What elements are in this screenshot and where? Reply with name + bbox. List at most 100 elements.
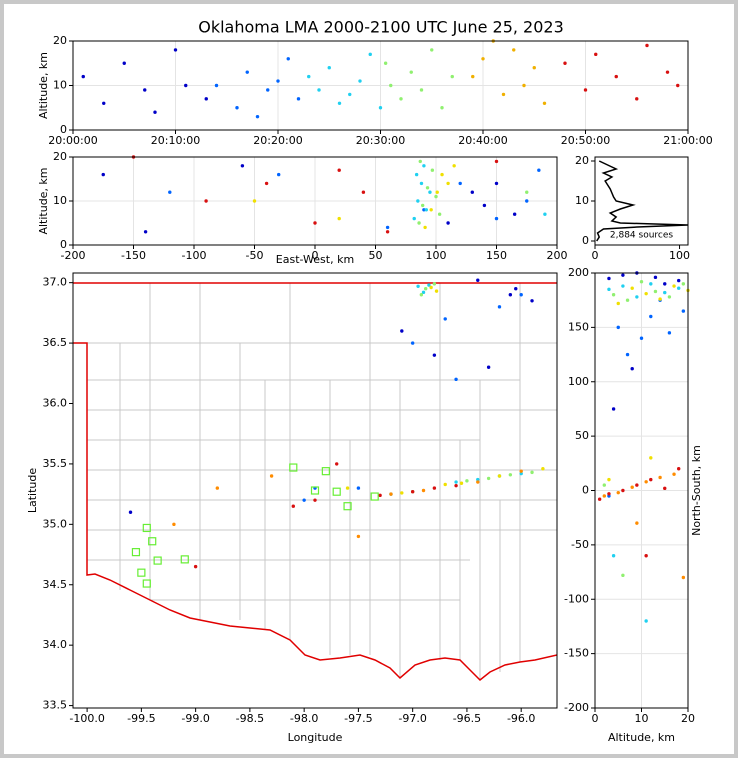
source-point	[434, 289, 439, 293]
source-point	[649, 282, 653, 286]
source-point	[378, 106, 383, 110]
source-point	[389, 492, 393, 496]
source-point	[422, 208, 426, 212]
source-point	[653, 275, 658, 280]
chart-title: Oklahoma LMA 2000-2100 UTC June 25, 2023	[198, 18, 564, 37]
source-point	[102, 101, 106, 106]
source-point	[658, 297, 662, 301]
square-marker	[180, 555, 189, 564]
source-point	[423, 287, 428, 291]
source-point	[667, 295, 672, 299]
source-point	[313, 221, 317, 225]
axes-frame	[72, 272, 558, 709]
source-point	[476, 477, 480, 482]
source-point	[649, 477, 653, 482]
source-point	[412, 216, 416, 221]
source-point	[494, 216, 499, 221]
source-point	[143, 230, 148, 234]
source-point	[508, 473, 513, 477]
source-point	[204, 199, 208, 203]
source-point	[607, 492, 611, 496]
source-point	[440, 172, 444, 177]
source-point	[335, 462, 339, 466]
source-point	[607, 477, 611, 482]
source-point	[635, 295, 639, 299]
source-point	[630, 485, 634, 489]
source-point	[153, 110, 157, 114]
source-point	[432, 353, 437, 357]
source-point	[663, 290, 667, 295]
source-point	[214, 83, 219, 88]
source-point	[541, 467, 545, 471]
source-point	[583, 88, 588, 92]
y-tick-label: -200	[564, 701, 589, 714]
source-point	[420, 203, 425, 208]
y-tick-label: 10	[575, 194, 589, 207]
source-point	[368, 52, 372, 57]
x-tick-label: 20:00:00	[48, 134, 97, 147]
source-point	[416, 284, 420, 288]
x-tick-label: -100	[182, 249, 207, 262]
source-point	[450, 74, 454, 79]
source-point	[681, 309, 686, 313]
source-point	[508, 293, 513, 297]
source-point	[454, 480, 458, 484]
source-point	[430, 168, 435, 172]
x-tick-label: 100	[669, 249, 690, 262]
source-point	[625, 352, 630, 357]
x-tick-label: -99.0	[181, 712, 209, 725]
source-point	[345, 486, 350, 490]
y-axis-label: Altitude, km	[37, 52, 50, 119]
source-point	[302, 498, 306, 502]
source-point	[429, 208, 433, 212]
source-point	[512, 48, 516, 52]
x-axis-label: East-West, km	[276, 253, 354, 266]
source-point	[621, 488, 625, 493]
source-point	[665, 70, 670, 74]
source-point	[81, 74, 85, 79]
source-point	[400, 329, 404, 333]
square-marker	[142, 523, 151, 533]
source-point	[264, 181, 269, 186]
source-point	[437, 212, 442, 216]
square-marker	[370, 492, 379, 501]
source-point	[286, 57, 290, 61]
source-point	[482, 203, 487, 208]
source-point	[358, 79, 362, 83]
source-point	[337, 101, 342, 106]
y-tick-label: 34.0	[43, 638, 68, 651]
y-tick-label: 0	[582, 234, 589, 247]
x-tick-label: -100.0	[69, 712, 104, 725]
source-point	[184, 83, 188, 88]
source-point	[400, 491, 404, 495]
source-point	[597, 497, 602, 501]
source-point	[429, 285, 433, 290]
source-point	[168, 190, 172, 194]
y-tick-label: 33.5	[43, 699, 68, 712]
source-point	[435, 190, 439, 194]
source-point	[616, 490, 620, 495]
y-tick-label: -50	[571, 538, 589, 551]
x-tick-label: -97.5	[344, 712, 372, 725]
source-point	[255, 114, 260, 119]
x-tick-label: -98.5	[236, 712, 264, 725]
x-tick-label: 0	[592, 249, 599, 262]
source-point	[653, 289, 658, 294]
y-tick-label: 34.5	[43, 578, 68, 591]
source-point	[635, 483, 639, 487]
source-point	[635, 97, 639, 101]
source-point	[446, 181, 450, 186]
y-tick-label: 50	[575, 429, 589, 442]
source-point	[423, 225, 427, 230]
source-point	[532, 66, 536, 70]
source-point	[173, 48, 178, 52]
source-point	[269, 474, 274, 478]
source-point	[459, 481, 464, 485]
source-point	[672, 284, 676, 288]
square-marker	[153, 556, 162, 565]
y-tick-label: -100	[564, 592, 589, 605]
source-point	[602, 483, 606, 487]
axes-frame	[72, 156, 558, 246]
source-point	[519, 469, 523, 473]
source-point	[471, 74, 475, 79]
